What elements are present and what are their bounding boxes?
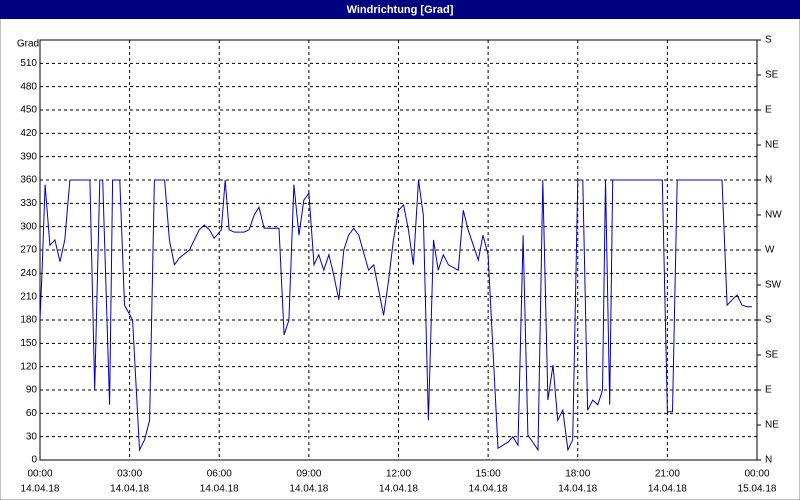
y-tick-label: 210: [20, 291, 37, 302]
y-tick-label: 450: [20, 105, 37, 116]
y2-tick-label: W: [765, 245, 775, 256]
x-tick-date: 14.04.18: [200, 484, 239, 495]
y2-tick-label: NE: [765, 420, 779, 431]
y2-tick-label: N: [765, 175, 772, 186]
x-tick-date: 14.04.18: [469, 484, 508, 495]
y-tick-label: 330: [20, 198, 37, 209]
x-tick-label: 12:00: [386, 469, 411, 480]
y-tick-label: 420: [20, 128, 37, 139]
data-line: [39, 179, 752, 452]
x-tick-date: 14.04.18: [21, 484, 60, 495]
y-tick-label: 240: [20, 268, 37, 279]
y2-tick-label: S: [765, 35, 772, 46]
y2-tick-label: SE: [765, 350, 779, 361]
x-tick-date: 14.04.18: [648, 484, 687, 495]
y2-tick-label: S: [765, 315, 772, 326]
y2-tick-label: E: [765, 385, 772, 396]
x-tick-label: 09:00: [296, 469, 321, 480]
y-tick-label: 120: [20, 361, 37, 372]
chart-title: Windrichtung [Grad]: [347, 4, 454, 16]
y-tick-label: 150: [20, 338, 37, 349]
x-tick-date: 15.04.18: [738, 484, 777, 495]
y-axis-label: Grad: [17, 39, 39, 50]
x-tick-label: 00:00: [744, 469, 769, 480]
y2-tick-label: E: [765, 105, 772, 116]
y-tick-label: 90: [26, 385, 38, 396]
x-tick-date: 14.04.18: [289, 484, 328, 495]
y2-tick-label: NE: [765, 140, 779, 151]
x-tick-label: 03:00: [117, 469, 142, 480]
x-tick-label: 06:00: [207, 469, 232, 480]
plot-frame: [39, 39, 758, 461]
title-bar: [0, 0, 800, 19]
y2-tick-label: SE: [765, 70, 779, 81]
x-tick-label: 15:00: [476, 469, 501, 480]
y-tick-label: 510: [20, 58, 37, 69]
y-tick-label: 300: [20, 221, 37, 232]
y-tick-label: 60: [26, 408, 38, 419]
y-tick-label: 30: [26, 431, 38, 442]
y-tick-label: 180: [20, 315, 37, 326]
x-tick-date: 14.04.18: [558, 484, 597, 495]
x-tick-label: 21:00: [655, 469, 680, 480]
y-tick-label: 360: [20, 175, 37, 186]
y-tick-label: 0: [31, 455, 37, 466]
x-tick-date: 14.04.18: [379, 484, 418, 495]
y-tick-label: 270: [20, 245, 37, 256]
x-tick-label: 18:00: [565, 469, 590, 480]
y-tick-label: 480: [20, 81, 37, 92]
y2-tick-label: NW: [765, 210, 782, 221]
y-tick-label: 390: [20, 151, 37, 162]
y2-tick-label: N: [765, 455, 772, 466]
x-tick-label: 00:00: [27, 469, 52, 480]
x-tick-date: 14.04.18: [110, 484, 149, 495]
y2-tick-label: SW: [765, 280, 782, 291]
